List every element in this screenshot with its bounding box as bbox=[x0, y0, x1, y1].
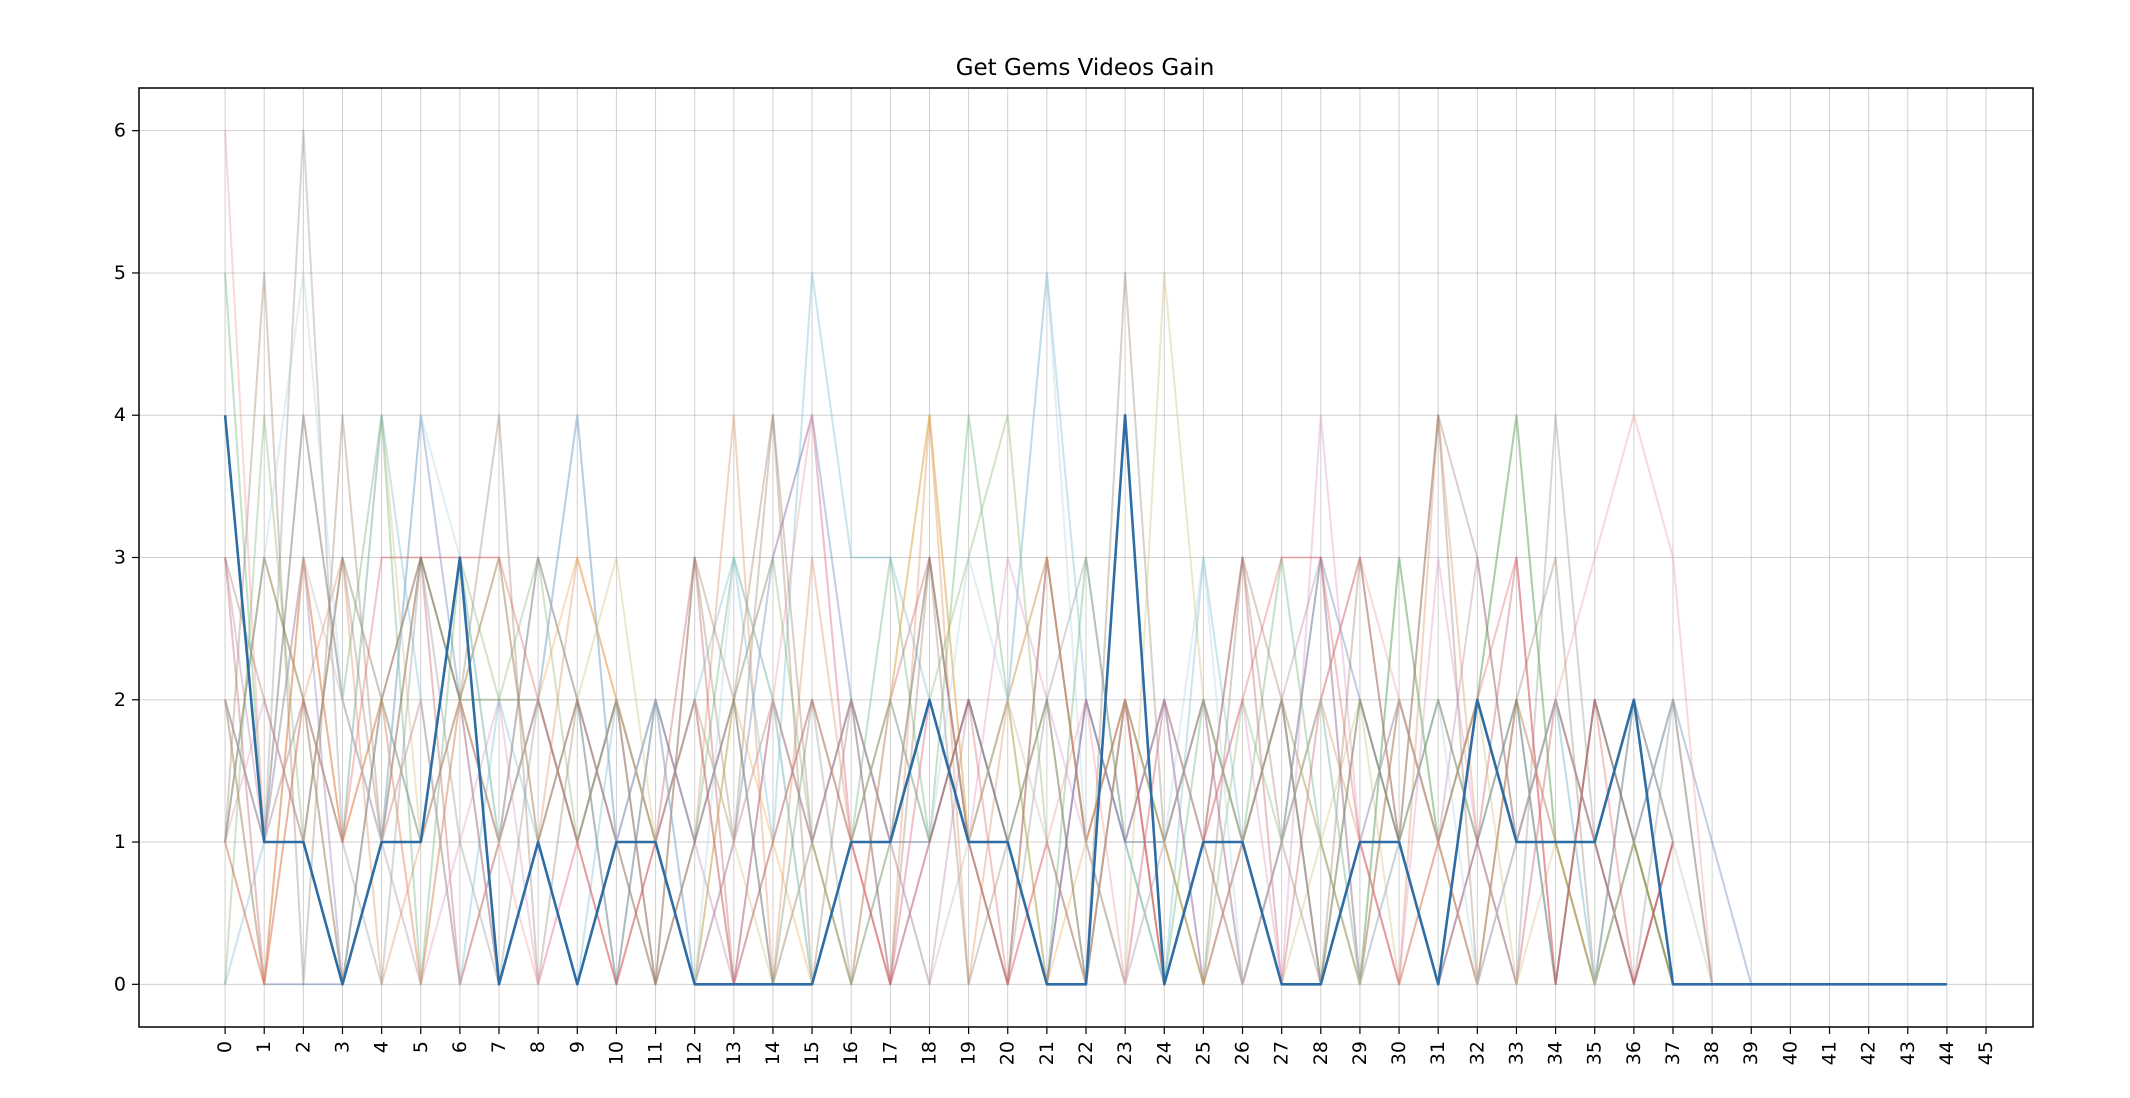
y-tick-label: 1 bbox=[114, 831, 126, 853]
y-tick-label: 5 bbox=[114, 262, 126, 284]
x-tick-label: 15 bbox=[801, 1041, 823, 1065]
y-tick-label: 6 bbox=[114, 120, 126, 142]
series-line-17 bbox=[224, 272, 1674, 986]
x-tick-label: 20 bbox=[997, 1041, 1019, 1065]
x-tick-label: 8 bbox=[527, 1041, 549, 1053]
x-tick-label: 35 bbox=[1584, 1041, 1606, 1065]
x-tick-label: 36 bbox=[1623, 1041, 1645, 1065]
x-tick-label: 19 bbox=[958, 1041, 980, 1065]
series-line-3 bbox=[224, 414, 1674, 986]
y-tick-label: 4 bbox=[114, 404, 126, 426]
x-tick-label: 44 bbox=[1936, 1041, 1958, 1065]
x-tick-label: 28 bbox=[1310, 1041, 1332, 1065]
chart-title: Get Gems Videos Gain bbox=[956, 55, 1215, 81]
x-tick-label: 23 bbox=[1114, 1041, 1136, 1065]
x-tick-label: 0 bbox=[214, 1041, 236, 1053]
x-tick-label: 13 bbox=[723, 1041, 745, 1065]
x-tick-label: 29 bbox=[1349, 1041, 1371, 1065]
x-tick-label: 43 bbox=[1897, 1041, 1919, 1065]
x-tick-label: 38 bbox=[1701, 1041, 1723, 1065]
x-tick-label: 26 bbox=[1232, 1041, 1254, 1065]
x-tick-label: 37 bbox=[1662, 1041, 1684, 1065]
x-tick-label: 17 bbox=[879, 1041, 901, 1065]
x-tick-label: 14 bbox=[762, 1041, 784, 1065]
x-tick-label: 27 bbox=[1271, 1041, 1293, 1065]
series-line-14 bbox=[224, 414, 1674, 986]
x-tick-label: 41 bbox=[1819, 1041, 1841, 1065]
x-tick-label: 18 bbox=[918, 1041, 940, 1065]
x-tick-label: 4 bbox=[371, 1041, 393, 1053]
series-line-1 bbox=[223, 413, 1947, 986]
x-tick-label: 45 bbox=[1975, 1041, 1997, 1065]
x-tick-label: 16 bbox=[840, 1041, 862, 1065]
y-tick-label: 0 bbox=[114, 973, 126, 995]
x-tick-label: 34 bbox=[1545, 1041, 1567, 1065]
x-tick-label: 25 bbox=[1192, 1041, 1214, 1065]
x-tick-label: 3 bbox=[331, 1041, 353, 1053]
x-tick-label: 1 bbox=[253, 1041, 275, 1053]
x-axis-ticks: 0 1 2 3 4 5 6 7 8 9 10 11 12 13 14 15 16 17 18 19 20 21 22 23 24… bbox=[214, 1027, 1997, 1065]
x-tick-label: 42 bbox=[1858, 1041, 1880, 1065]
x-tick-label: 6 bbox=[449, 1041, 471, 1053]
series-line-13 bbox=[224, 414, 1674, 986]
x-tick-label: 30 bbox=[1388, 1041, 1410, 1065]
y-tick-label: 2 bbox=[114, 689, 126, 711]
x-tick-label: 24 bbox=[1153, 1041, 1175, 1065]
x-tick-label: 21 bbox=[1036, 1041, 1058, 1065]
x-tick-label: 11 bbox=[645, 1041, 667, 1065]
x-tick-label: 9 bbox=[566, 1041, 588, 1053]
y-tick-label: 3 bbox=[114, 547, 126, 569]
x-tick-label: 39 bbox=[1740, 1041, 1762, 1065]
x-tick-label: 31 bbox=[1427, 1041, 1449, 1065]
series-line-16 bbox=[224, 414, 1674, 986]
series-line-4 bbox=[224, 272, 1674, 986]
x-tick-label: 12 bbox=[684, 1041, 706, 1065]
x-tick-label: 22 bbox=[1075, 1041, 1097, 1065]
y-axis-ticks: 0 1 2 3 4 5 6 bbox=[114, 120, 139, 995]
series-layer bbox=[223, 129, 1947, 986]
x-tick-label: 32 bbox=[1466, 1041, 1488, 1065]
x-tick-label: 33 bbox=[1505, 1041, 1527, 1065]
series-line-15 bbox=[224, 414, 1674, 986]
x-tick-label: 2 bbox=[292, 1041, 314, 1053]
x-tick-label: 40 bbox=[1779, 1041, 1801, 1065]
x-tick-label: 7 bbox=[488, 1041, 510, 1053]
x-tick-label: 10 bbox=[605, 1041, 627, 1065]
x-tick-label: 5 bbox=[410, 1041, 432, 1053]
